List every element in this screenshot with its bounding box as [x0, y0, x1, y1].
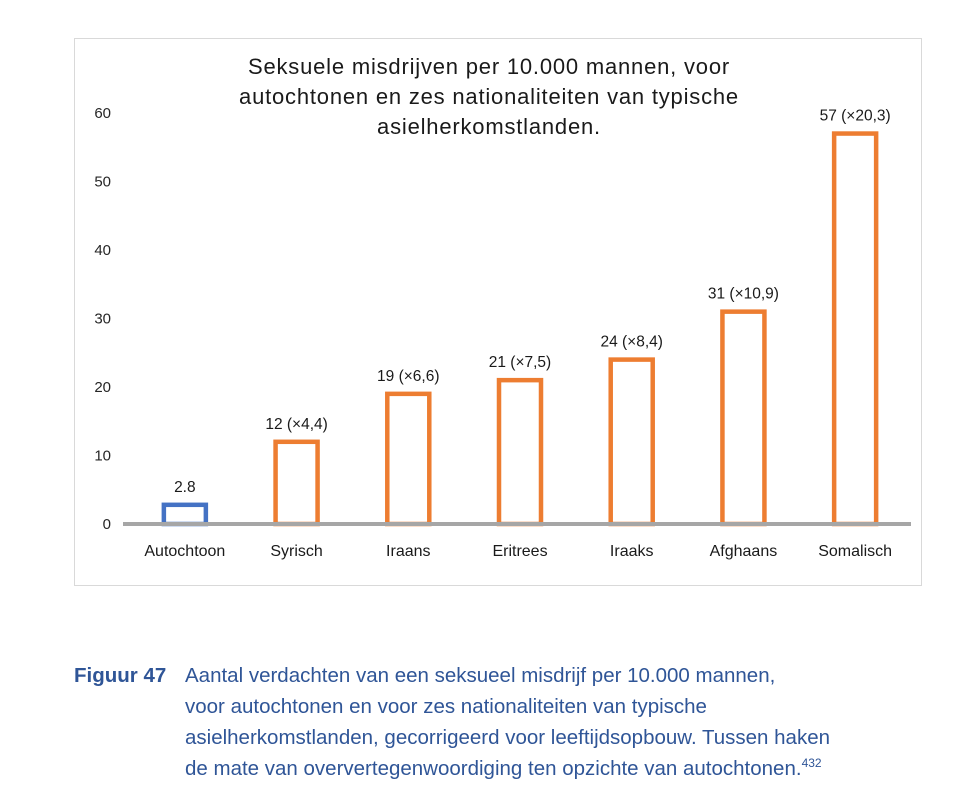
x-tick-label: Iraans — [386, 543, 430, 560]
chart-title-line: asielherkomstlanden. — [377, 114, 601, 139]
y-tick-label: 30 — [94, 311, 111, 328]
bar — [496, 377, 544, 527]
x-tick-label: Eritrees — [492, 543, 547, 560]
data-label: 19 (×6,6) — [377, 368, 439, 385]
caption-line: Aantal verdachten van een seksueel misdr… — [185, 664, 776, 687]
bar — [831, 131, 879, 527]
caption-line: asielherkomstlanden, gecorrigeerd voor l… — [185, 726, 830, 749]
footnote-marker: 432 — [801, 756, 822, 771]
x-tick-label: Iraaks — [610, 543, 654, 560]
caption-line: voor autochtonen en voor zes nationalite… — [185, 695, 707, 718]
y-tick-label: 60 — [94, 105, 111, 122]
caption-line: de mate van oververtegenwoordiging ten o… — [185, 753, 945, 784]
x-tick-label: Afghaans — [710, 543, 778, 560]
y-tick-label: 50 — [94, 174, 111, 191]
chart-title-line: autochtonen en zes nationaliteiten van t… — [239, 84, 739, 109]
x-tick-label: Autochtoon — [144, 543, 225, 560]
caption-label: Figuur 47 — [74, 664, 167, 687]
bar — [273, 439, 320, 527]
bar — [385, 391, 432, 527]
bar-chart: Seksuele misdrijven per 10.000 mannen, v… — [94, 54, 911, 560]
chart-frame: Seksuele misdrijven per 10.000 mannen, v… — [74, 38, 922, 586]
y-tick-label: 40 — [94, 242, 111, 259]
x-tick-label: Somalisch — [818, 543, 892, 560]
y-tick-label: 10 — [94, 448, 111, 465]
y-tick-label: 0 — [103, 516, 111, 533]
chart-title-line: Seksuele misdrijven per 10.000 mannen, v… — [248, 54, 730, 79]
bar — [608, 357, 655, 527]
y-tick-label: 20 — [94, 379, 111, 396]
data-label: 24 (×8,4) — [600, 334, 662, 351]
caption-text: Aantal verdachten van een seksueel misdr… — [185, 660, 945, 784]
caption-line-text: de mate van oververtegenwoordiging ten o… — [185, 757, 802, 780]
data-label: 2.8 — [174, 479, 196, 496]
data-label: 31 (×10,9) — [708, 286, 779, 303]
bar — [161, 502, 209, 527]
x-tick-label: Syrisch — [270, 543, 322, 560]
data-label: 21 (×7,5) — [489, 354, 551, 371]
data-label: 12 (×4,4) — [265, 416, 327, 433]
data-label: 57 (×20,3) — [820, 108, 891, 125]
bar — [720, 309, 767, 527]
